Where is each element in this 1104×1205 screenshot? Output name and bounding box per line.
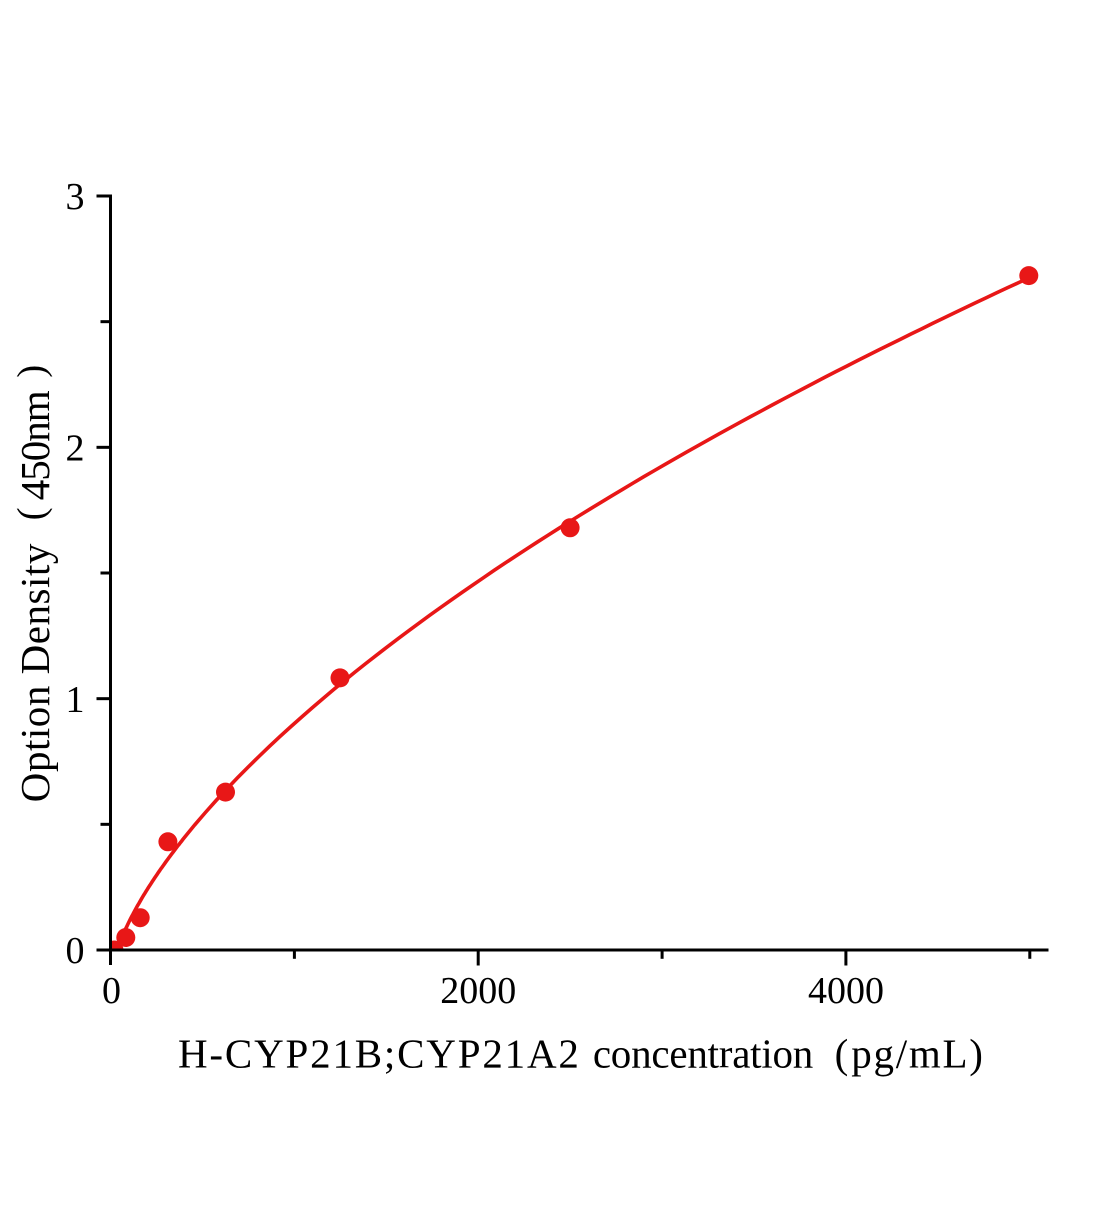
svg-text:0: 0 xyxy=(66,930,85,972)
svg-text:H-CYP21B;CYP21A2 concentration: H-CYP21B;CYP21A2 concentration (pg/mL) xyxy=(178,1031,985,1077)
svg-text:1: 1 xyxy=(66,679,85,721)
svg-text:2: 2 xyxy=(66,427,85,469)
svg-text:2000: 2000 xyxy=(440,970,516,1012)
svg-text:Option Density (450nm): Option Density (450nm) xyxy=(10,364,58,802)
svg-text:4000: 4000 xyxy=(808,970,884,1012)
svg-text:0: 0 xyxy=(102,970,121,1012)
svg-text:3: 3 xyxy=(66,176,85,218)
